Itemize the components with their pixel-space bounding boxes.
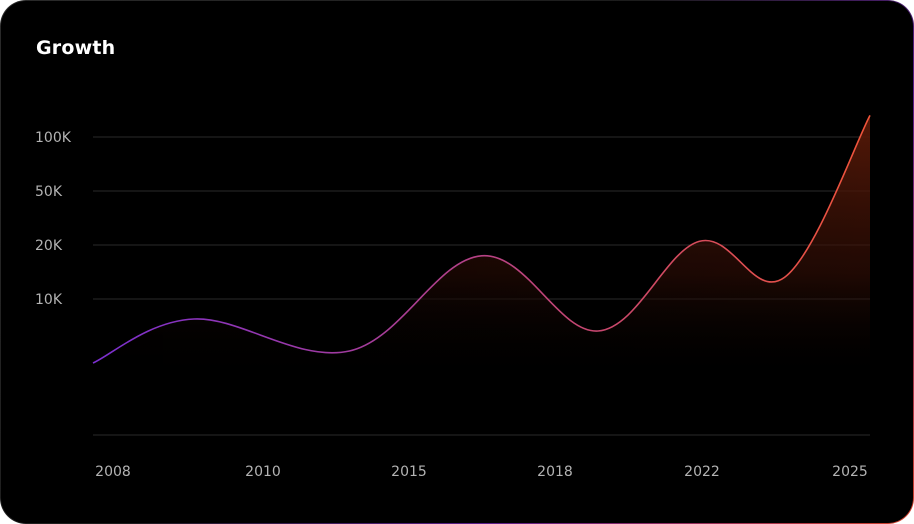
x-axis-ticks: 2008 2010 2015 2018 2022 2025	[95, 464, 868, 480]
y-tick-label: 100K	[35, 130, 72, 146]
y-axis-ticks: 10K 20K 50K 100K	[35, 130, 72, 308]
data-point	[90, 360, 96, 366]
x-tick-label: 2015	[391, 464, 427, 480]
data-point	[782, 274, 788, 280]
data-point	[191, 316, 197, 322]
x-tick-label: 2025	[832, 464, 868, 480]
data-point	[595, 328, 601, 334]
x-tick-label: 2010	[245, 464, 281, 480]
x-tick-label: 2022	[684, 464, 720, 480]
chart-title: Growth	[36, 37, 116, 59]
x-tick-label: 2008	[95, 464, 131, 480]
data-point	[696, 238, 702, 244]
data-point	[346, 348, 352, 354]
x-tick-label: 2018	[537, 464, 573, 480]
area-fill-tint	[93, 115, 870, 380]
y-tick-label: 10K	[35, 292, 63, 308]
y-tick-label: 20K	[35, 238, 63, 254]
y-tick-label: 50K	[35, 184, 63, 200]
data-point	[479, 253, 485, 259]
data-point	[867, 112, 873, 118]
area-series	[90, 112, 873, 380]
series-line	[92, 115, 871, 364]
